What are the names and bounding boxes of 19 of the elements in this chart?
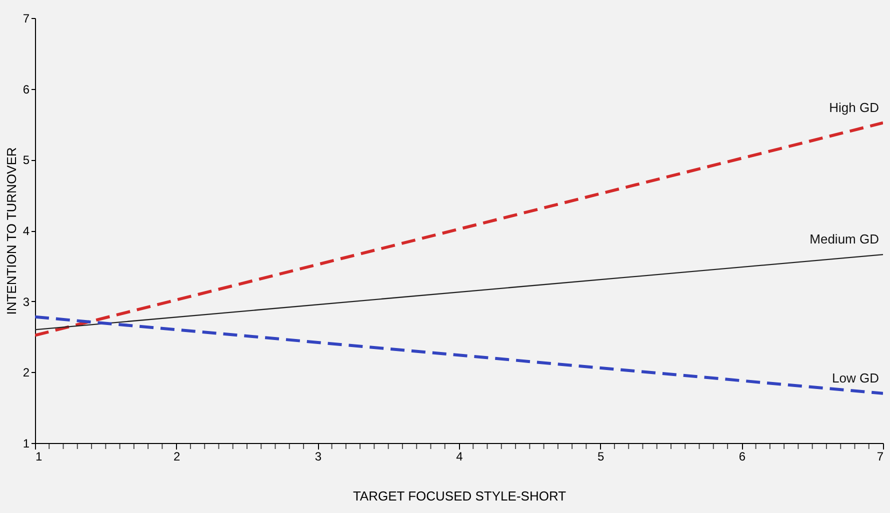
y-tick-label: 1 [22,436,30,450]
series-label: Low GD [832,370,879,386]
x-tick-label: 1 [36,450,42,464]
y-tick-label: 2 [22,366,30,380]
x-tick-label: 6 [738,450,746,464]
x-tick-label: 4 [456,450,464,464]
y-tick-label: 4 [22,224,30,238]
y-tick-label: 3 [22,294,30,309]
series-label: Medium GD [810,232,879,247]
series-label: High GD [829,100,879,115]
y-tick-label: 6 [22,82,30,96]
x-tick-label: 3 [314,450,322,464]
x-tick-label: 7 [876,450,884,464]
x-tick-label: 5 [597,450,604,464]
x-axis-title: TARGET FOCUSED STYLE-SHORT [352,488,566,504]
y-tick-label: 7 [22,12,30,26]
x-tick-label: 2 [173,450,180,464]
y-axis-title: INTENTION TO TURNOVER [4,147,19,315]
y-tick-label: 5 [22,153,30,168]
